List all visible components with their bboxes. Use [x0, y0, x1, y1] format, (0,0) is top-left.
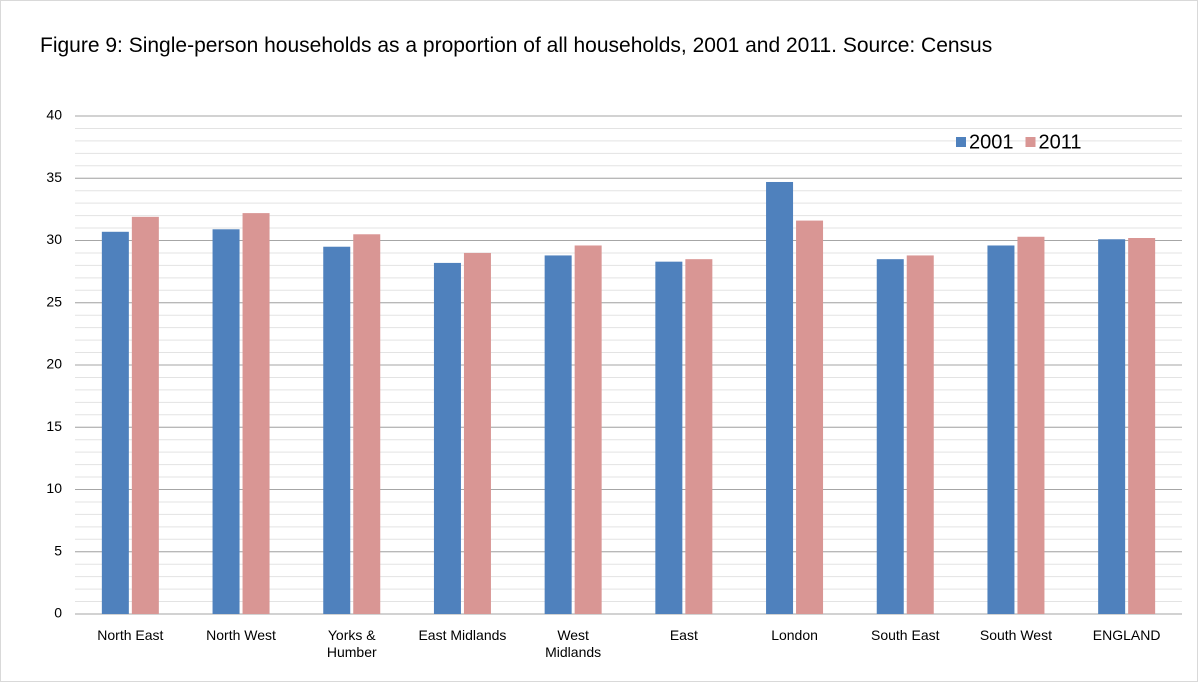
x-tick-label: East Midlands: [418, 627, 507, 643]
y-tick-label: 10: [46, 480, 62, 496]
bar: [766, 181, 794, 615]
x-tick-label: North West: [206, 627, 276, 643]
bar: [685, 259, 713, 614]
bar: [655, 261, 683, 614]
y-tick-label: 20: [46, 356, 62, 372]
bar: [544, 255, 572, 614]
bar: [463, 252, 491, 614]
bar: [574, 245, 602, 615]
x-tick-label: South East: [871, 627, 940, 643]
y-tick-label: 40: [46, 107, 62, 123]
bar: [242, 213, 270, 615]
y-tick-label: 15: [46, 418, 62, 434]
legend-swatch: [1025, 137, 1036, 147]
bar: [1017, 236, 1045, 614]
x-tick-label: West Midlands: [545, 627, 602, 660]
x-tick-label: London: [771, 627, 818, 643]
bar: [906, 255, 934, 614]
x-tick-label: East: [669, 627, 698, 643]
x-tick-label: South West: [979, 627, 1052, 643]
bar: [876, 259, 904, 614]
y-tick-label: 0: [54, 605, 62, 621]
bar: [323, 246, 351, 614]
legend-label: 2011: [1039, 131, 1082, 153]
bar: [1128, 238, 1156, 614]
bar: [212, 229, 240, 615]
y-tick-label: 25: [46, 293, 62, 309]
legend-label: 2001: [969, 131, 1014, 153]
bar: [987, 245, 1015, 615]
y-tick-label: 5: [54, 542, 62, 558]
bar: [101, 231, 129, 614]
y-tick-label: 30: [46, 231, 62, 247]
x-tick-label: Yorks & Humber: [326, 627, 377, 660]
x-tick-label: North East: [97, 627, 164, 643]
bar: [131, 216, 159, 614]
legend-swatch: [956, 137, 966, 147]
x-tick-label: ENGLAND: [1092, 627, 1161, 643]
chart-title: Figure 9: Single-person households as a …: [40, 34, 993, 57]
bar: [353, 234, 381, 614]
bar: [796, 220, 824, 614]
bar: [433, 262, 461, 614]
bar: [1098, 239, 1126, 614]
y-tick-label: 35: [46, 169, 62, 185]
